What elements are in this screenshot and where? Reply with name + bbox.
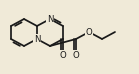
Text: O: O <box>60 50 66 59</box>
Text: N: N <box>34 34 40 44</box>
Text: O: O <box>86 28 92 36</box>
Text: O: O <box>73 50 79 59</box>
Text: N: N <box>47 15 53 24</box>
